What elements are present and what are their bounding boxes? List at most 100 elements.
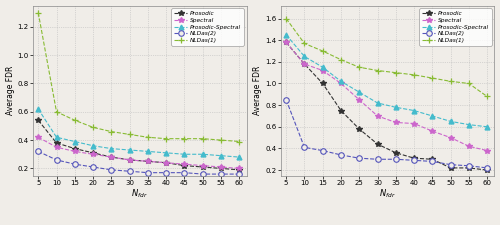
Y-axis label: Average FDR: Average FDR <box>254 66 262 115</box>
Spectral <box>200 164 205 167</box>
NLDas(2) <box>182 171 188 174</box>
Prosodic <box>448 166 454 169</box>
NLDas(2) <box>484 166 490 169</box>
Prosodic <box>54 142 60 144</box>
Prosodic-Spectral <box>200 153 205 156</box>
Line: NLDas(1): NLDas(1) <box>35 9 242 145</box>
Spectral <box>163 161 169 164</box>
Prosodic <box>356 128 362 130</box>
Prosodic <box>411 157 417 160</box>
NLDas(2) <box>236 173 242 176</box>
Prosodic <box>466 166 472 169</box>
Spectral <box>182 163 188 166</box>
Line: NLDas(2): NLDas(2) <box>284 97 490 171</box>
NLDas(1) <box>448 80 454 83</box>
Line: Prosodic: Prosodic <box>36 117 242 173</box>
Prosodic-Spectral <box>484 126 490 128</box>
NLDas(1) <box>484 95 490 98</box>
NLDas(1) <box>90 126 96 129</box>
Spectral <box>218 166 224 168</box>
NLDas(1) <box>200 137 205 140</box>
Line: Prosodic-Spectral: Prosodic-Spectral <box>36 106 242 160</box>
Prosodic-Spectral <box>448 120 454 123</box>
Prosodic-Spectral <box>466 123 472 126</box>
NLDas(1) <box>356 66 362 69</box>
NLDas(2) <box>374 158 380 161</box>
Spectral <box>108 156 114 158</box>
Prosodic <box>145 160 151 163</box>
Prosodic-Spectral <box>393 106 399 109</box>
Spectral <box>466 145 472 148</box>
NLDas(1) <box>218 139 224 142</box>
NLDas(1) <box>163 137 169 140</box>
Spectral <box>72 150 78 153</box>
NLDas(2) <box>338 154 344 156</box>
Prosodic <box>218 167 224 170</box>
NLDas(1) <box>54 110 60 113</box>
X-axis label: $N_{fdr}$: $N_{fdr}$ <box>379 187 396 200</box>
Prosodic-Spectral <box>72 140 78 143</box>
Prosodic-Spectral <box>302 55 308 58</box>
NLDas(2) <box>35 150 41 153</box>
Prosodic-Spectral <box>90 144 96 147</box>
NLDas(2) <box>163 171 169 174</box>
NLDas(2) <box>126 170 132 173</box>
Prosodic-Spectral <box>218 154 224 157</box>
Prosodic-Spectral <box>126 149 132 151</box>
Spectral <box>411 122 417 125</box>
Prosodic <box>374 143 380 145</box>
Prosodic <box>126 159 132 161</box>
NLDas(1) <box>236 140 242 143</box>
NLDas(2) <box>411 159 417 162</box>
NLDas(2) <box>108 169 114 171</box>
NLDas(2) <box>145 171 151 174</box>
Legend: Prosodic, Spectral, Prosodic-Spectral, NLDas(2), NLDas(1): Prosodic, Spectral, Prosodic-Spectral, N… <box>172 9 244 45</box>
NLDas(1) <box>283 17 289 20</box>
Prosodic-Spectral <box>236 156 242 158</box>
Prosodic <box>302 63 308 65</box>
Prosodic-Spectral <box>163 151 169 154</box>
Spectral <box>356 98 362 101</box>
NLDas(1) <box>320 50 326 52</box>
Line: Spectral: Spectral <box>36 135 242 171</box>
NLDas(1) <box>126 133 132 136</box>
Prosodic <box>182 164 188 167</box>
Prosodic-Spectral <box>108 147 114 150</box>
Spectral <box>338 82 344 85</box>
Prosodic-Spectral <box>145 150 151 153</box>
NLDas(2) <box>466 164 472 167</box>
Prosodic-Spectral <box>320 66 326 69</box>
NLDas(1) <box>393 71 399 74</box>
NLDas(1) <box>145 136 151 139</box>
NLDas(1) <box>374 69 380 72</box>
Spectral <box>90 153 96 156</box>
Prosodic <box>236 169 242 171</box>
Prosodic <box>393 151 399 154</box>
NLDas(2) <box>72 163 78 166</box>
NLDas(2) <box>90 166 96 168</box>
Prosodic <box>108 156 114 158</box>
Prosodic <box>35 119 41 122</box>
Spectral <box>484 149 490 152</box>
Spectral <box>54 146 60 148</box>
Line: NLDas(2): NLDas(2) <box>36 149 242 177</box>
NLDas(1) <box>182 137 188 140</box>
NLDas(1) <box>72 119 78 122</box>
Prosodic <box>283 41 289 44</box>
Prosodic-Spectral <box>356 91 362 94</box>
Spectral <box>374 115 380 117</box>
NLDas(2) <box>430 160 436 163</box>
NLDas(1) <box>302 42 308 45</box>
NLDas(1) <box>35 11 41 14</box>
Prosodic-Spectral <box>338 80 344 83</box>
Prosodic-Spectral <box>283 34 289 36</box>
Y-axis label: Average FDR: Average FDR <box>6 66 15 115</box>
Spectral <box>320 69 326 72</box>
Prosodic <box>430 158 436 161</box>
Spectral <box>236 167 242 170</box>
Prosodic <box>163 161 169 164</box>
Line: Spectral: Spectral <box>284 40 490 153</box>
Prosodic <box>320 82 326 85</box>
NLDas(1) <box>108 130 114 133</box>
Legend: Prosodic, Spectral, Prosodic-Spectral, NLDas(2), NLDas(1): Prosodic, Spectral, Prosodic-Spectral, N… <box>420 9 492 45</box>
